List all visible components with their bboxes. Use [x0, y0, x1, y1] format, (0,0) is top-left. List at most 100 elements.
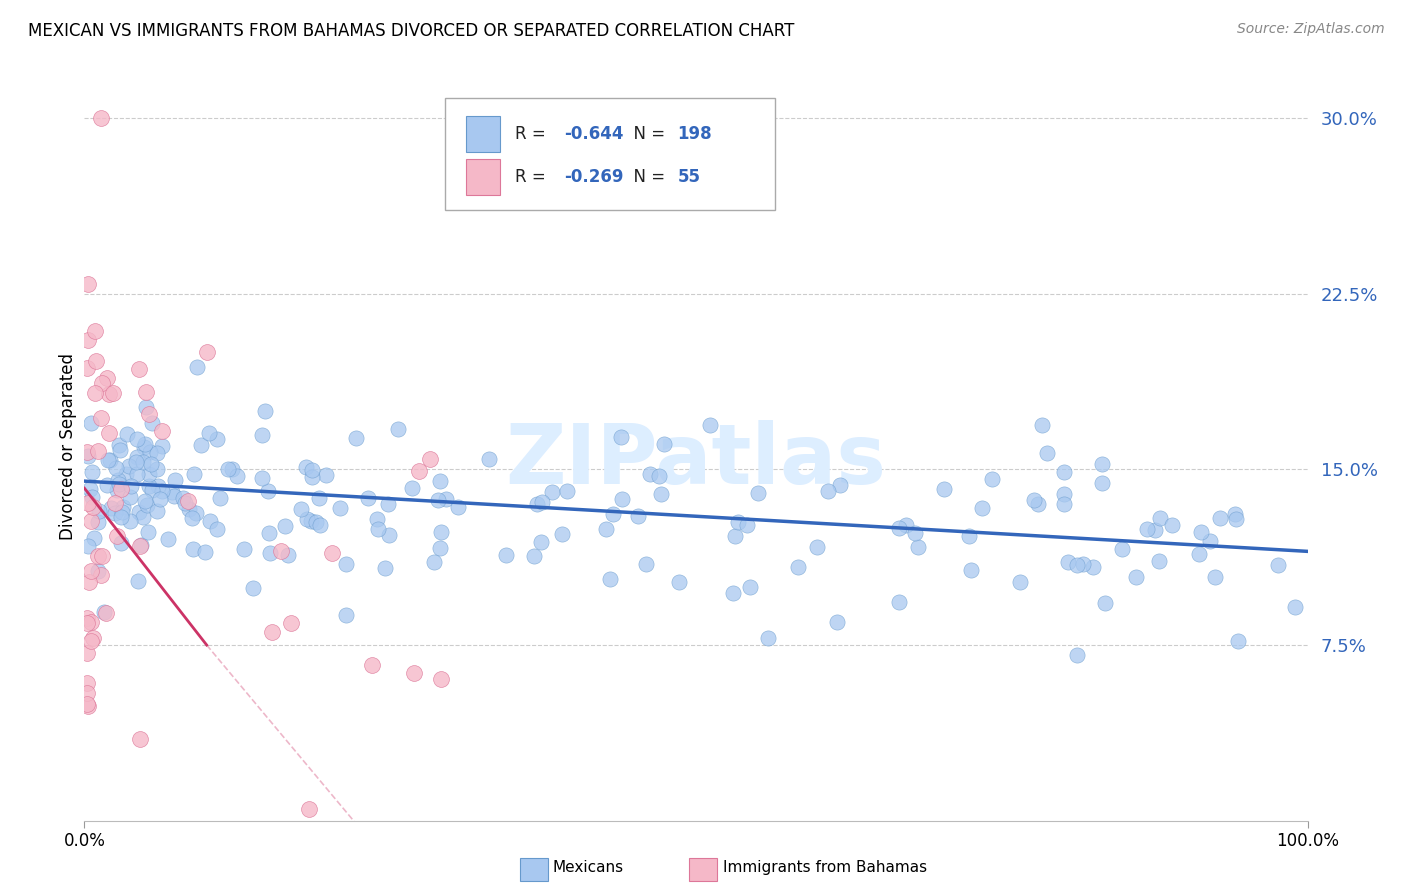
- Point: [190, 438, 212, 452]
- Text: Source: ZipAtlas.com: Source: ZipAtlas.com: [1237, 22, 1385, 37]
- Point: [530, 535, 553, 549]
- Point: [756, 631, 779, 645]
- Point: [108, 476, 131, 491]
- Point: [252, 471, 274, 485]
- Point: [301, 470, 323, 484]
- Point: [82, 465, 104, 479]
- FancyBboxPatch shape: [446, 97, 776, 210]
- Text: 55: 55: [678, 168, 700, 186]
- Point: [110, 505, 132, 519]
- Point: [205, 522, 228, 536]
- Y-axis label: Divorced or Separated: Divorced or Separated: [59, 352, 77, 540]
- Point: [76, 611, 98, 625]
- Point: [79, 615, 101, 629]
- Point: [110, 510, 132, 524]
- Point: [1057, 555, 1080, 569]
- Point: [242, 581, 264, 595]
- Point: [146, 462, 169, 476]
- Point: [1053, 487, 1076, 501]
- Point: [1053, 466, 1076, 480]
- Point: [94, 606, 117, 620]
- Text: -0.269: -0.269: [564, 168, 623, 186]
- Point: [198, 515, 221, 529]
- Point: [146, 479, 169, 493]
- Point: [97, 425, 120, 440]
- Point: [531, 494, 554, 508]
- Point: [650, 487, 672, 501]
- Point: [478, 451, 501, 466]
- Point: [634, 557, 657, 571]
- Point: [257, 526, 280, 541]
- Text: N =: N =: [623, 125, 669, 144]
- Point: [141, 458, 163, 472]
- Point: [135, 401, 157, 415]
- Point: [429, 474, 451, 488]
- Point: [894, 518, 917, 533]
- Point: [104, 506, 127, 520]
- Point: [1208, 510, 1230, 524]
- Point: [737, 517, 759, 532]
- Point: [86, 443, 108, 458]
- Point: [104, 461, 127, 475]
- Point: [125, 455, 148, 469]
- Point: [76, 496, 98, 510]
- Point: [1026, 497, 1049, 511]
- Point: [135, 384, 157, 399]
- Point: [887, 521, 910, 535]
- Point: [259, 545, 281, 559]
- Point: [118, 514, 141, 528]
- Point: [828, 478, 851, 492]
- Point: [426, 492, 449, 507]
- Point: [981, 472, 1004, 486]
- Point: [540, 485, 562, 500]
- Point: [1071, 557, 1094, 571]
- Point: [308, 491, 330, 505]
- Point: [98, 453, 121, 467]
- Point: [378, 528, 401, 542]
- Point: [740, 580, 762, 594]
- Point: [1010, 575, 1032, 590]
- Point: [277, 548, 299, 562]
- Point: [127, 574, 149, 588]
- Point: [344, 431, 367, 445]
- Point: [321, 546, 343, 560]
- Point: [226, 469, 249, 483]
- Point: [90, 411, 112, 425]
- Point: [827, 615, 849, 629]
- Point: [429, 541, 451, 555]
- Point: [280, 616, 302, 631]
- Point: [93, 605, 115, 619]
- Point: [76, 697, 98, 711]
- Point: [87, 565, 110, 579]
- Point: [110, 536, 132, 550]
- Point: [387, 422, 409, 436]
- Point: [115, 427, 138, 442]
- Point: [374, 560, 396, 574]
- Point: [274, 518, 297, 533]
- Point: [290, 502, 312, 516]
- Point: [128, 505, 150, 519]
- Point: [960, 563, 983, 577]
- Point: [253, 404, 276, 418]
- Point: [1147, 554, 1170, 568]
- Point: [1094, 596, 1116, 610]
- Point: [221, 461, 243, 475]
- Point: [402, 665, 425, 680]
- Point: [138, 479, 160, 493]
- Point: [87, 549, 110, 564]
- Point: [174, 496, 197, 510]
- Text: Mexicans: Mexicans: [553, 860, 624, 874]
- Point: [232, 541, 254, 556]
- Point: [430, 525, 453, 540]
- Point: [907, 540, 929, 554]
- Point: [817, 483, 839, 498]
- Point: [408, 464, 430, 478]
- Point: [1223, 507, 1246, 521]
- Point: [84, 385, 107, 400]
- Point: [308, 517, 330, 532]
- Point: [1149, 510, 1171, 524]
- Point: [134, 440, 156, 454]
- Point: [77, 333, 100, 347]
- Point: [82, 500, 104, 514]
- Point: [724, 529, 747, 543]
